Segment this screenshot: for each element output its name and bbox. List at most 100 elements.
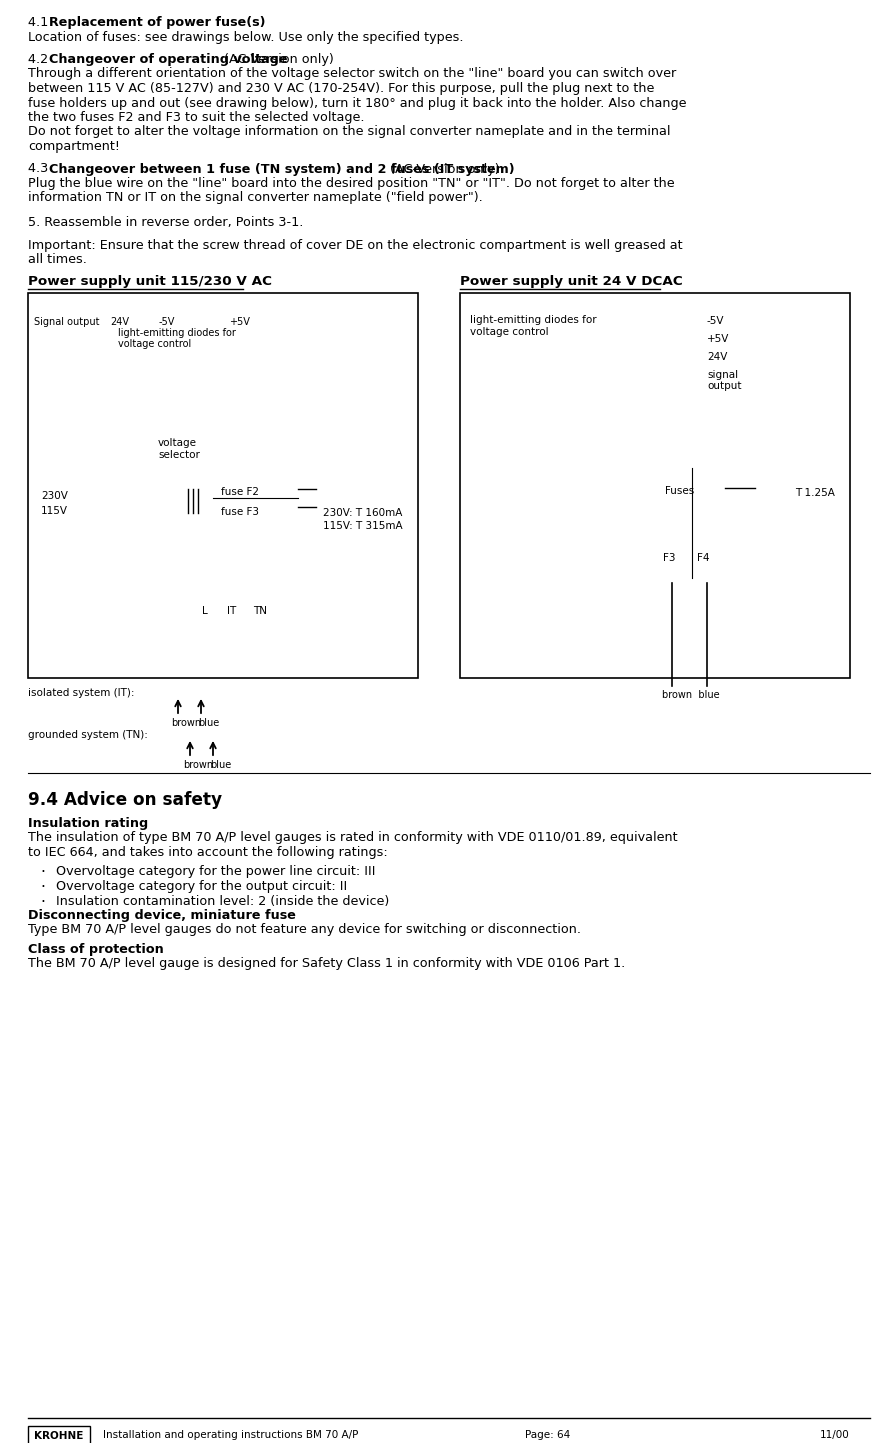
Bar bbox=[298, 483, 316, 511]
Text: Fuses: Fuses bbox=[664, 486, 694, 496]
Text: F4: F4 bbox=[696, 553, 709, 563]
Text: Overvoltage category for the power line circuit: III: Overvoltage category for the power line … bbox=[56, 866, 375, 879]
Bar bbox=[460, 293, 849, 678]
Text: blue: blue bbox=[210, 760, 231, 771]
Circle shape bbox=[207, 566, 220, 579]
Text: Important: Ensure that the screw thread of cover DE on the electronic compartmen: Important: Ensure that the screw thread … bbox=[28, 238, 682, 251]
Text: Do not forget to alter the voltage information on the signal converter nameplate: Do not forget to alter the voltage infor… bbox=[28, 126, 670, 139]
Text: fuse F2: fuse F2 bbox=[221, 486, 258, 496]
Text: signal: signal bbox=[706, 369, 738, 380]
Bar bbox=[674, 330, 702, 341]
Text: Overvoltage category for the output circuit: II: Overvoltage category for the output circ… bbox=[56, 880, 347, 893]
Text: Plug the blue wire on the "line" board into the desired position "TN" or "IT". D: Plug the blue wire on the "line" board i… bbox=[28, 177, 674, 190]
Text: voltage: voltage bbox=[158, 439, 197, 447]
Bar bbox=[298, 338, 338, 457]
Text: The insulation of type BM 70 A/P level gauges is rated in conformity with VDE 01: The insulation of type BM 70 A/P level g… bbox=[28, 831, 677, 844]
Text: KROHNE: KROHNE bbox=[34, 1431, 84, 1442]
Text: 5. Reassemble in reverse order, Points 3-1.: 5. Reassemble in reverse order, Points 3… bbox=[28, 216, 303, 229]
Circle shape bbox=[63, 423, 153, 514]
Bar bbox=[158, 302, 178, 313]
Text: Insulation contamination level: 2 (inside the device): Insulation contamination level: 2 (insid… bbox=[56, 895, 389, 908]
Text: +5V: +5V bbox=[706, 333, 729, 343]
Text: The BM 70 A/P level gauge is designed for Safety Class 1 in conformity with VDE : The BM 70 A/P level gauge is designed fo… bbox=[28, 958, 625, 971]
Bar bbox=[228, 302, 248, 313]
Bar bbox=[755, 354, 789, 494]
Text: -5V: -5V bbox=[706, 316, 723, 326]
Text: (AC-Version only): (AC-Version only) bbox=[385, 163, 499, 176]
Bar bbox=[475, 508, 564, 597]
Text: Class of protection: Class of protection bbox=[28, 942, 164, 957]
Text: voltage control: voltage control bbox=[469, 328, 548, 338]
Circle shape bbox=[236, 566, 248, 579]
Text: +5V: +5V bbox=[229, 317, 249, 328]
Bar bbox=[258, 563, 281, 582]
Text: ·: · bbox=[40, 866, 45, 880]
Text: brown: brown bbox=[171, 719, 201, 729]
Text: Replacement of power fuse(s): Replacement of power fuse(s) bbox=[49, 16, 266, 29]
Text: 4.1: 4.1 bbox=[28, 16, 52, 29]
Text: L: L bbox=[202, 606, 207, 616]
Circle shape bbox=[544, 343, 604, 403]
Bar bbox=[34, 553, 184, 644]
Text: Installation and operating instructions BM 70 A/P: Installation and operating instructions … bbox=[103, 1430, 358, 1440]
Text: ·: · bbox=[40, 880, 45, 895]
Text: 230V: 230V bbox=[41, 491, 68, 501]
Bar bbox=[231, 563, 253, 582]
Text: brown: brown bbox=[182, 760, 213, 771]
Bar bbox=[659, 468, 724, 579]
Circle shape bbox=[264, 566, 275, 579]
Text: the two fuses F2 and F3 to suit the selected voltage.: the two fuses F2 and F3 to suit the sele… bbox=[28, 111, 364, 124]
Text: 115V: 115V bbox=[41, 506, 68, 517]
Bar bbox=[198, 558, 288, 623]
Bar bbox=[182, 481, 205, 521]
Text: 4.2: 4.2 bbox=[28, 53, 52, 66]
Circle shape bbox=[38, 343, 88, 392]
Text: T 1.25A: T 1.25A bbox=[794, 488, 834, 498]
Text: -5V: -5V bbox=[159, 317, 175, 328]
Bar bbox=[28, 1426, 90, 1443]
Text: Insulation rating: Insulation rating bbox=[28, 817, 148, 830]
Text: fuse F3: fuse F3 bbox=[221, 506, 258, 517]
Circle shape bbox=[497, 531, 542, 574]
Circle shape bbox=[704, 470, 712, 478]
Text: Page: 64: Page: 64 bbox=[525, 1430, 569, 1440]
Text: 230V: T 160mA: 230V: T 160mA bbox=[323, 508, 402, 518]
Text: Location of fuses: see drawings below. Use only the specified types.: Location of fuses: see drawings below. U… bbox=[28, 30, 463, 43]
Text: Type BM 70 A/P level gauges do not feature any device for switching or disconnec: Type BM 70 A/P level gauges do not featu… bbox=[28, 924, 580, 937]
Bar bbox=[49, 569, 169, 628]
Text: 11/00: 11/00 bbox=[819, 1430, 848, 1440]
Bar bbox=[674, 369, 702, 380]
Text: 24V: 24V bbox=[110, 317, 129, 328]
Bar bbox=[674, 313, 702, 323]
Text: blue: blue bbox=[198, 719, 219, 729]
Text: 9.4 Advice on safety: 9.4 Advice on safety bbox=[28, 791, 222, 810]
Text: all times.: all times. bbox=[28, 253, 87, 266]
Text: output: output bbox=[706, 381, 740, 391]
Text: Power supply unit 115/230 V AC: Power supply unit 115/230 V AC bbox=[28, 276, 272, 289]
Circle shape bbox=[557, 431, 602, 475]
Text: between 115 V AC (85-127V) and 230 V AC (170-254V). For this purpose, pull the p: between 115 V AC (85-127V) and 230 V AC … bbox=[28, 82, 654, 95]
Text: selector: selector bbox=[158, 450, 199, 460]
Text: IT: IT bbox=[227, 606, 236, 616]
Circle shape bbox=[670, 470, 679, 478]
Text: grounded system (TN):: grounded system (TN): bbox=[28, 730, 148, 740]
Text: light-emitting diodes for: light-emitting diodes for bbox=[118, 328, 236, 338]
Bar bbox=[663, 478, 685, 491]
Text: Changeover of operating voltage: Changeover of operating voltage bbox=[49, 53, 288, 66]
Bar bbox=[674, 349, 702, 359]
Bar bbox=[108, 302, 128, 313]
Text: Through a different orientation of the voltage selector switch on the "line" boa: Through a different orientation of the v… bbox=[28, 68, 676, 81]
Text: compartment!: compartment! bbox=[28, 140, 120, 153]
Bar bbox=[203, 563, 224, 582]
Text: to IEC 664, and takes into account the following ratings:: to IEC 664, and takes into account the f… bbox=[28, 846, 387, 859]
Text: (AC Version only): (AC Version only) bbox=[220, 53, 333, 66]
Text: Disconnecting device, miniature fuse: Disconnecting device, miniature fuse bbox=[28, 909, 296, 922]
Text: fuse holders up and out (see drawing below), turn it 180° and plug it back into : fuse holders up and out (see drawing bel… bbox=[28, 97, 686, 110]
Text: Signal output: Signal output bbox=[34, 317, 99, 328]
Text: light-emitting diodes for: light-emitting diodes for bbox=[469, 315, 596, 325]
Bar bbox=[696, 478, 718, 491]
Text: 24V: 24V bbox=[706, 352, 727, 362]
Text: information TN or IT on the signal converter nameplate ("field power").: information TN or IT on the signal conve… bbox=[28, 192, 482, 205]
Bar bbox=[213, 473, 298, 522]
Text: F3: F3 bbox=[662, 553, 675, 563]
